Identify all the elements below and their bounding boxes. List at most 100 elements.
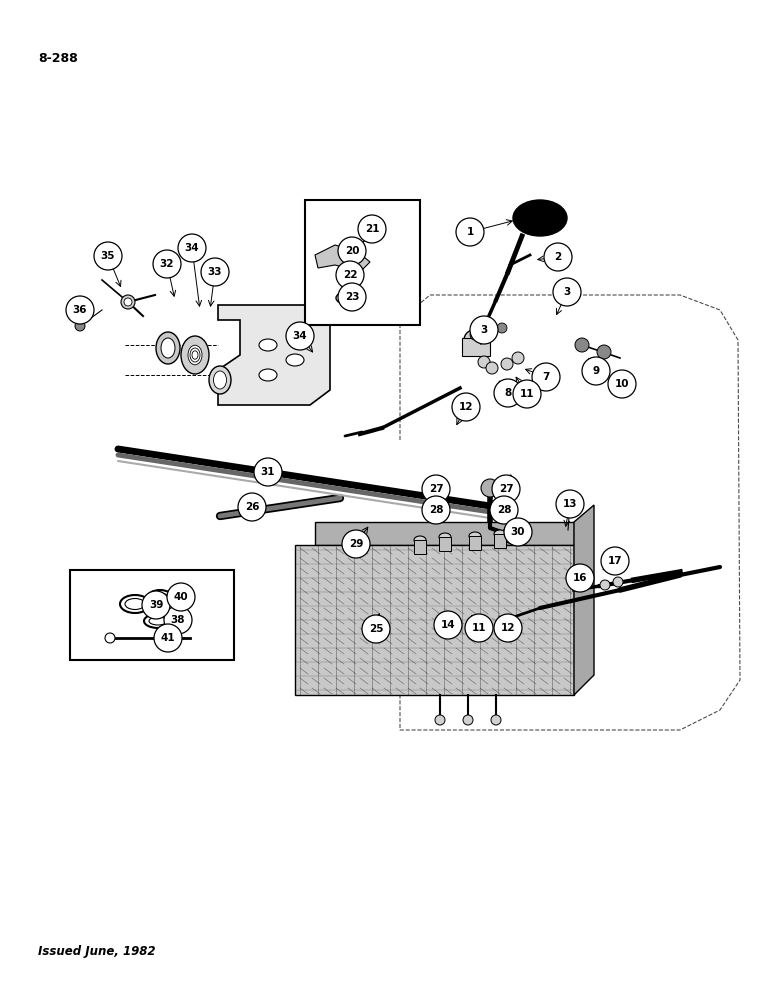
Bar: [70, 570, 234, 660]
Circle shape: [491, 715, 501, 725]
Ellipse shape: [161, 338, 175, 358]
Circle shape: [478, 356, 490, 368]
Circle shape: [481, 479, 499, 497]
Text: 34: 34: [185, 243, 199, 253]
Circle shape: [435, 715, 445, 725]
Circle shape: [497, 323, 507, 333]
Ellipse shape: [192, 351, 198, 359]
Circle shape: [575, 338, 589, 352]
Circle shape: [153, 250, 181, 278]
Ellipse shape: [144, 614, 172, 628]
Polygon shape: [218, 305, 330, 405]
Text: 2: 2: [554, 252, 561, 262]
Circle shape: [178, 234, 206, 262]
Text: 20: 20: [345, 246, 359, 256]
Circle shape: [164, 606, 192, 634]
Bar: [305, 200, 420, 325]
Circle shape: [490, 496, 518, 524]
Circle shape: [66, 296, 94, 324]
Ellipse shape: [190, 348, 200, 362]
Text: 3: 3: [480, 325, 488, 335]
Circle shape: [597, 345, 611, 359]
Circle shape: [167, 583, 195, 611]
Ellipse shape: [259, 369, 277, 381]
Bar: [439, 537, 451, 551]
Circle shape: [201, 258, 229, 286]
Circle shape: [532, 363, 560, 391]
Circle shape: [613, 577, 623, 587]
Text: 11: 11: [520, 389, 534, 399]
Circle shape: [338, 283, 366, 311]
Text: 8-288: 8-288: [38, 52, 78, 65]
Text: 28: 28: [496, 505, 511, 515]
Ellipse shape: [513, 200, 567, 236]
Circle shape: [556, 490, 584, 518]
Text: 21: 21: [364, 224, 379, 234]
Circle shape: [470, 316, 498, 344]
Circle shape: [513, 380, 541, 408]
Text: 31: 31: [261, 467, 276, 477]
Ellipse shape: [120, 595, 150, 613]
Text: Issued June, 1982: Issued June, 1982: [38, 945, 155, 958]
Text: 25: 25: [369, 624, 383, 634]
Circle shape: [286, 322, 314, 350]
Circle shape: [336, 261, 364, 289]
Ellipse shape: [214, 371, 226, 389]
Circle shape: [362, 615, 390, 643]
Polygon shape: [574, 505, 594, 695]
Text: 41: 41: [161, 633, 175, 643]
Text: 34: 34: [293, 331, 307, 341]
Circle shape: [465, 614, 493, 642]
Text: 7: 7: [542, 372, 550, 382]
Circle shape: [340, 272, 348, 280]
Circle shape: [94, 242, 122, 270]
Ellipse shape: [439, 533, 451, 541]
Text: 12: 12: [459, 402, 473, 412]
Circle shape: [512, 352, 524, 364]
Circle shape: [358, 215, 386, 243]
Circle shape: [105, 633, 115, 643]
Circle shape: [486, 362, 498, 374]
Text: 39: 39: [149, 600, 163, 610]
Ellipse shape: [286, 354, 304, 366]
Ellipse shape: [209, 366, 231, 394]
Ellipse shape: [181, 336, 209, 374]
Circle shape: [422, 496, 450, 524]
Bar: [462, 338, 490, 356]
Text: 17: 17: [608, 556, 622, 566]
Text: 28: 28: [428, 505, 443, 515]
Text: 13: 13: [563, 499, 577, 509]
Circle shape: [553, 278, 581, 306]
Polygon shape: [295, 545, 574, 695]
Circle shape: [485, 325, 495, 335]
Text: 3: 3: [564, 287, 571, 297]
Circle shape: [501, 358, 513, 370]
Polygon shape: [315, 245, 370, 272]
Ellipse shape: [156, 332, 180, 364]
Circle shape: [368, 228, 376, 236]
Ellipse shape: [469, 532, 481, 540]
Circle shape: [434, 611, 462, 639]
Ellipse shape: [336, 292, 356, 304]
Text: 11: 11: [472, 623, 486, 633]
Circle shape: [142, 591, 170, 619]
Text: 1: 1: [466, 227, 474, 237]
Ellipse shape: [188, 345, 202, 365]
Circle shape: [75, 321, 85, 331]
Circle shape: [470, 330, 480, 340]
Text: 27: 27: [499, 484, 513, 494]
Text: 12: 12: [501, 623, 515, 633]
Text: 33: 33: [208, 267, 222, 277]
Bar: [494, 534, 506, 548]
Circle shape: [254, 458, 282, 486]
Text: 8: 8: [504, 388, 512, 398]
Text: 38: 38: [171, 615, 185, 625]
Circle shape: [121, 295, 135, 309]
Polygon shape: [315, 522, 574, 545]
Ellipse shape: [494, 530, 506, 538]
Circle shape: [124, 298, 132, 306]
Circle shape: [456, 218, 484, 246]
Circle shape: [608, 370, 636, 398]
Ellipse shape: [259, 339, 277, 351]
Text: 35: 35: [101, 251, 115, 261]
